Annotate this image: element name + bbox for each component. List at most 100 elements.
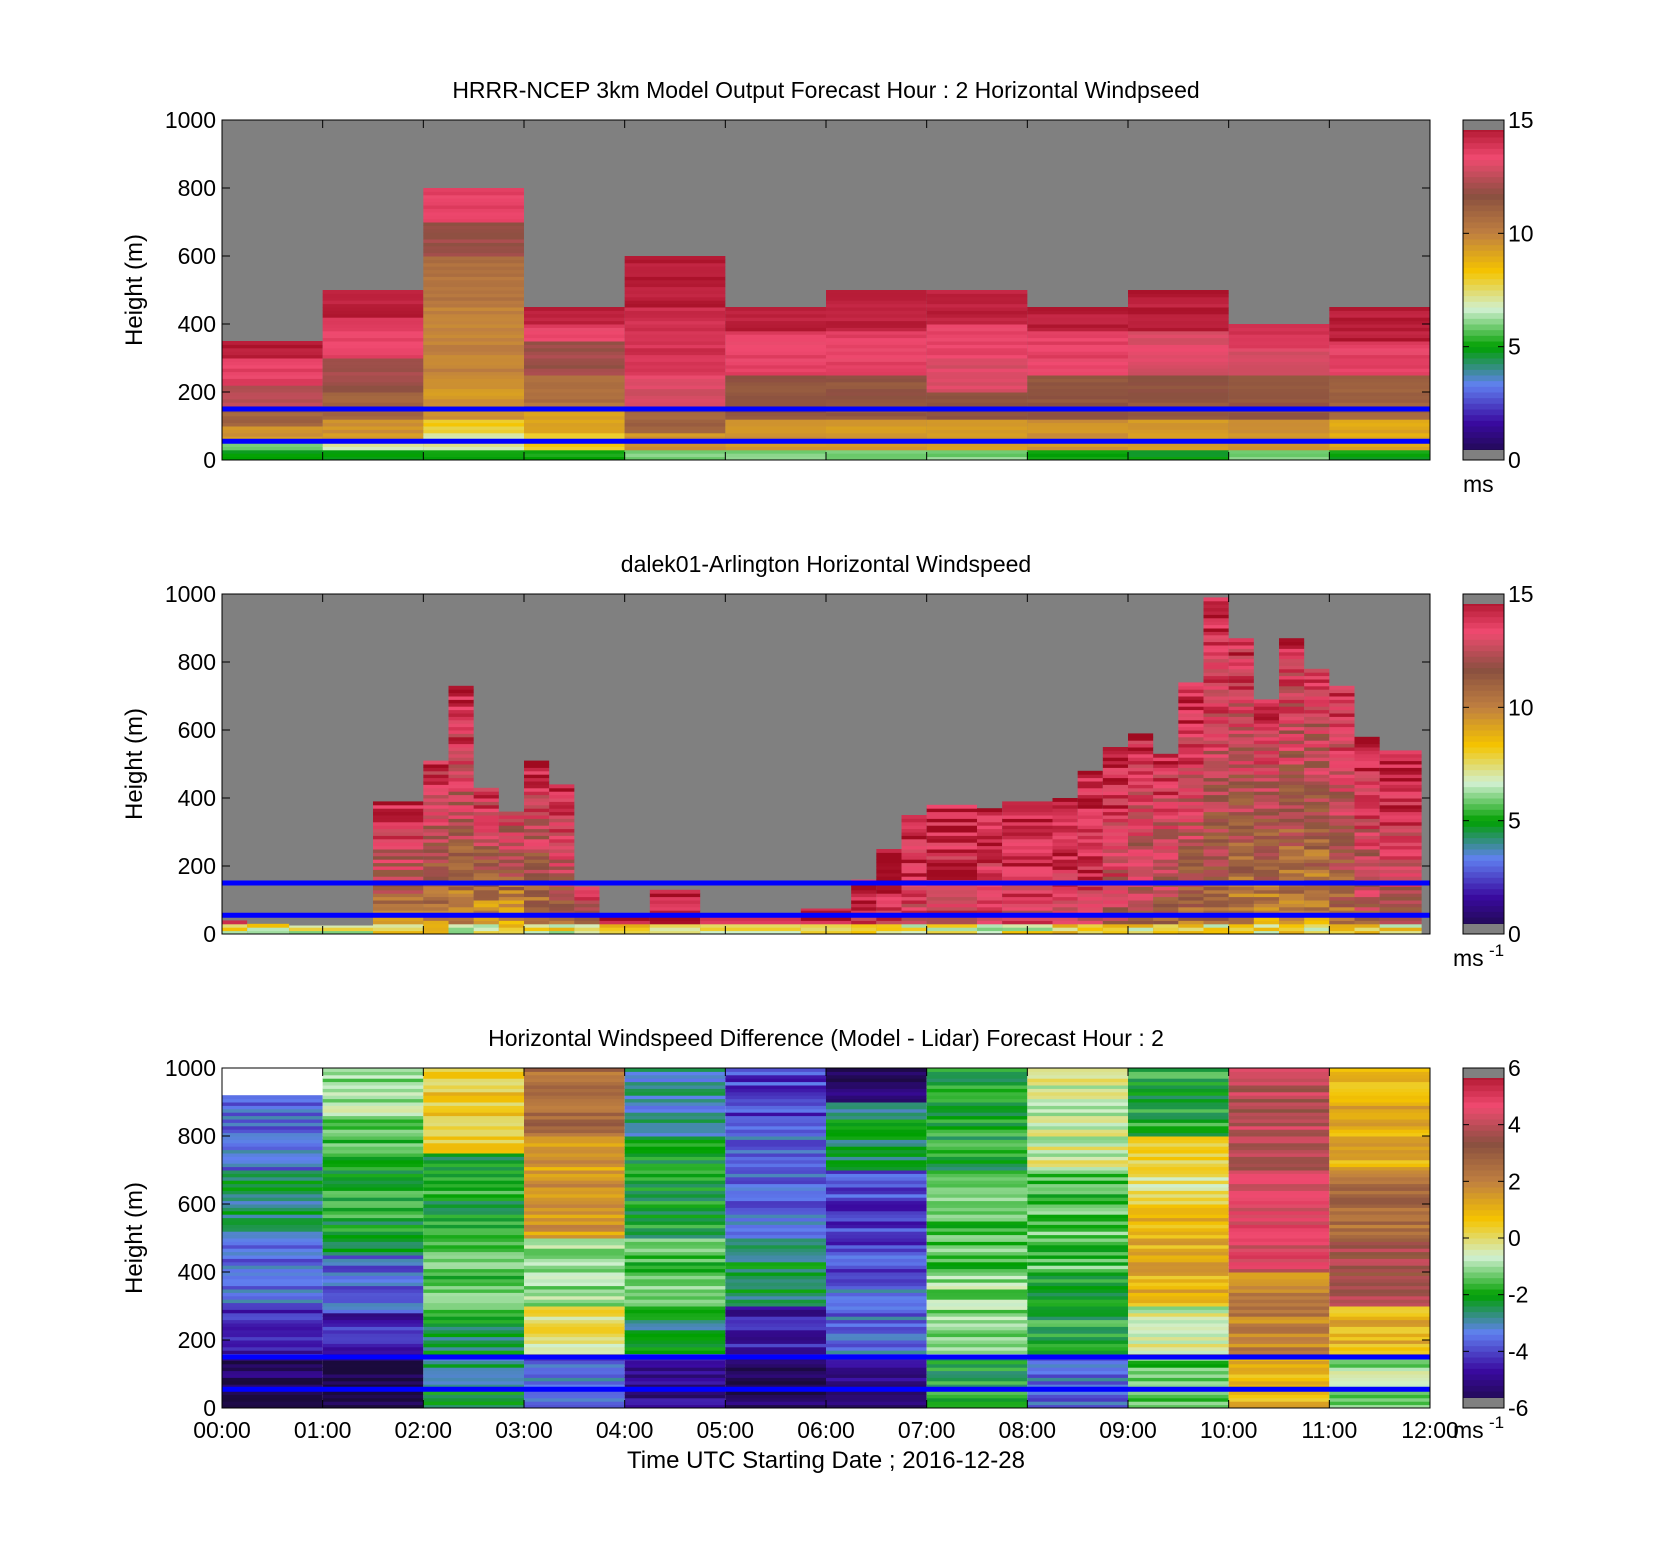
wind-cell	[1102, 825, 1128, 830]
wind-cell	[725, 1139, 826, 1144]
wind-cell	[423, 1380, 524, 1385]
difference-column	[1027, 1068, 1128, 1409]
wind-cell	[1279, 651, 1305, 656]
lidar-column	[1102, 747, 1128, 935]
wind-cell	[1279, 923, 1305, 928]
wind-cell	[498, 845, 524, 850]
wind-cell	[1304, 716, 1330, 721]
wind-cell	[1002, 801, 1053, 806]
wind-cell	[423, 1299, 524, 1304]
wind-cell	[1102, 893, 1128, 898]
wind-cell	[1253, 719, 1279, 724]
wind-cell	[1228, 842, 1254, 847]
wind-cell	[926, 1163, 1028, 1168]
wind-cell	[1228, 347, 1330, 352]
wind-cell	[322, 1299, 424, 1304]
wind-cell	[926, 1340, 1028, 1344]
wind-cell	[624, 419, 726, 424]
wind-cell	[1052, 832, 1078, 836]
wind-cell	[826, 398, 927, 403]
wind-cell	[1354, 910, 1380, 915]
wind-cell	[725, 1085, 826, 1089]
colorbar-swatch	[1463, 120, 1504, 130]
wind-cell	[624, 1319, 726, 1324]
wind-cell	[1077, 866, 1103, 870]
wind-cell	[926, 1346, 1028, 1351]
wind-cell	[1128, 1173, 1229, 1178]
colorbar-swatch	[1463, 278, 1504, 285]
colorbar-swatch	[1463, 888, 1504, 895]
wind-cell	[926, 1187, 1028, 1191]
wind-cell	[1077, 855, 1103, 860]
wind-cell	[1128, 903, 1154, 908]
wind-cell	[725, 381, 826, 386]
wind-cell	[1153, 767, 1179, 772]
colorbar-swatch	[1463, 182, 1504, 189]
colorbar-swatch	[1463, 244, 1504, 251]
wind-cell	[1153, 869, 1179, 874]
wind-cell	[423, 381, 524, 386]
wind-cell	[926, 300, 1028, 305]
wind-cell	[926, 855, 977, 860]
wind-cell	[448, 781, 474, 785]
wind-cell	[222, 1139, 323, 1144]
wind-cell	[1329, 923, 1355, 928]
wind-cell	[1379, 910, 1422, 915]
wind-cell	[1253, 781, 1279, 785]
wind-cell	[549, 896, 575, 901]
wind-cell	[1304, 668, 1330, 673]
wind-cell	[1329, 804, 1355, 809]
wind-cell	[1128, 821, 1154, 826]
wind-cell	[926, 1377, 1028, 1382]
wind-cell	[1228, 930, 1254, 935]
wind-cell	[1153, 838, 1179, 843]
wind-cell	[1178, 811, 1204, 816]
wind-cell	[1379, 821, 1422, 826]
wind-cell	[1304, 675, 1330, 680]
wind-cell	[524, 1187, 625, 1191]
wind-cell	[1203, 699, 1229, 704]
wind-cell	[1228, 787, 1254, 792]
wind-cell	[1329, 395, 1430, 400]
wind-cell	[851, 889, 877, 894]
wind-cell	[1329, 832, 1355, 836]
wind-cell	[524, 419, 625, 424]
wind-cell	[1279, 886, 1305, 891]
wind-cell	[1329, 859, 1355, 864]
colorbar-swatch	[1463, 1192, 1504, 1199]
wind-cell	[851, 900, 877, 904]
wind-cell	[1052, 838, 1078, 843]
wind-cell	[1329, 760, 1355, 765]
colorbar-swatch	[1463, 764, 1504, 771]
wind-cell	[423, 215, 524, 220]
wind-cell	[1329, 354, 1430, 359]
wind-cell	[1128, 334, 1229, 339]
wind-cell	[473, 889, 499, 894]
colorbar-swatch	[1463, 227, 1504, 234]
wind-cell	[1128, 1285, 1229, 1290]
wind-cell	[473, 917, 499, 921]
wind-cell	[624, 273, 726, 277]
wind-cell	[1228, 1119, 1330, 1123]
wind-cell	[524, 770, 550, 775]
wind-cell	[423, 1176, 524, 1181]
wind-cell	[322, 1159, 424, 1164]
wind-cell	[423, 307, 524, 311]
wind-cell	[1228, 706, 1254, 711]
wind-cell	[1102, 896, 1128, 901]
wind-cell	[322, 1346, 424, 1351]
wind-cell	[1228, 1282, 1330, 1287]
wind-cell	[1329, 702, 1355, 707]
wind-cell	[624, 398, 726, 403]
wind-cell	[725, 1122, 826, 1127]
wind-cell	[1228, 1210, 1330, 1215]
wind-cell	[1329, 713, 1355, 717]
wind-cell	[926, 443, 1028, 447]
wind-cell	[423, 900, 449, 904]
wind-cell	[1128, 347, 1229, 352]
wind-cell	[1027, 1272, 1128, 1276]
wind-cell	[977, 811, 1003, 816]
wind-cell	[826, 1363, 927, 1368]
wind-cell	[1077, 917, 1103, 921]
wind-cell	[1379, 791, 1422, 796]
